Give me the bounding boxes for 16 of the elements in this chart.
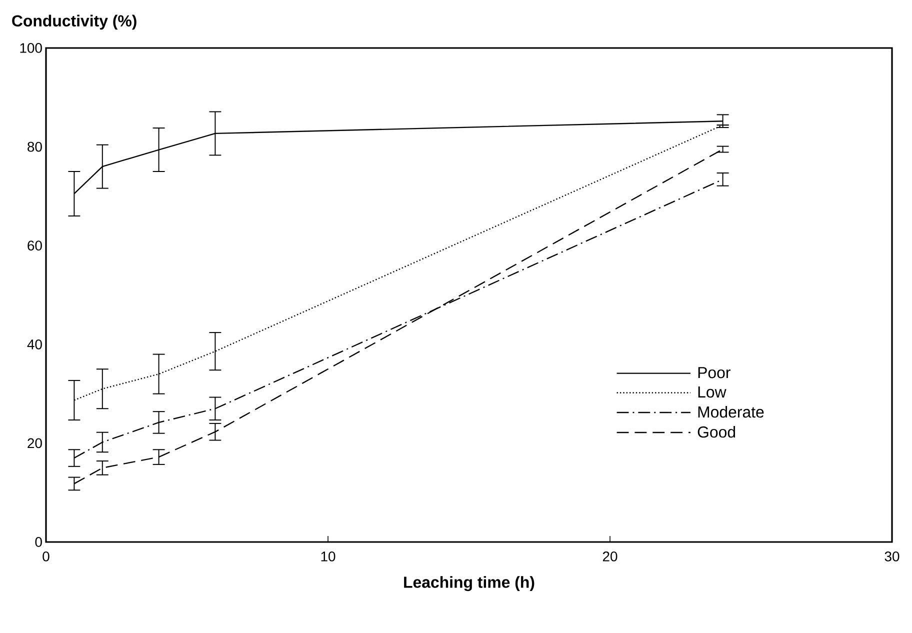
legend-label: Poor xyxy=(698,367,730,378)
y-tick-label: 100 xyxy=(20,43,42,53)
x-axis-title: Leaching time (h) xyxy=(404,576,534,592)
y-tick-label: 40 xyxy=(27,339,42,350)
y-tick-label: 80 xyxy=(28,142,42,152)
x-tick-label: 10 xyxy=(321,551,336,562)
y-tick-label: 60 xyxy=(28,240,42,251)
y-tick-label: 20 xyxy=(28,438,42,448)
x-tick-label: 30 xyxy=(884,551,900,562)
y-axis-title: Conductivity (%) xyxy=(12,14,136,30)
legend-label: Moderate xyxy=(698,406,764,418)
x-tick-label: 0 xyxy=(42,551,50,562)
legend-label: Low xyxy=(698,386,726,398)
y-tick-label: 0 xyxy=(35,537,42,547)
legend-label: Good xyxy=(698,426,736,438)
x-tick-label: 20 xyxy=(602,551,618,562)
